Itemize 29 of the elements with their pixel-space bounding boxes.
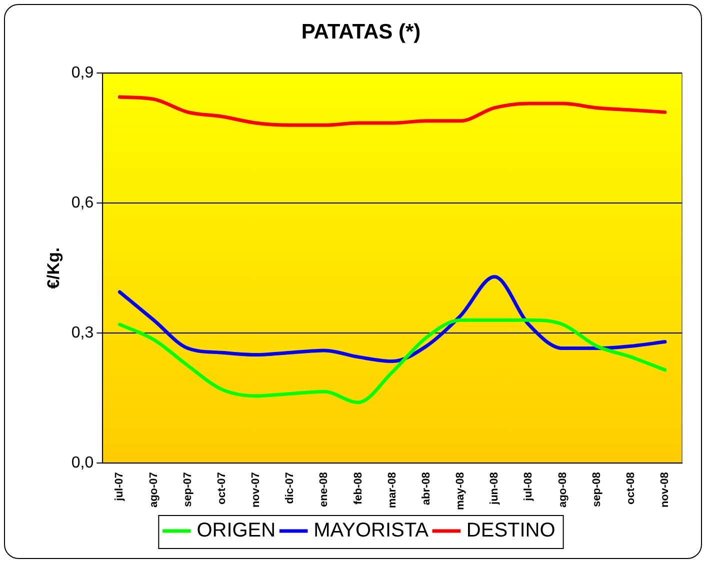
- x-tick-label: sep-07: [182, 472, 194, 507]
- x-tick-label: ene-08: [318, 472, 330, 507]
- x-tick-label: jul-08: [522, 472, 535, 502]
- x-tick-label: feb-08: [352, 472, 364, 504]
- y-tick-label: 0,0: [71, 454, 94, 472]
- x-tick-label: oct-08: [624, 472, 637, 504]
- x-tick-label: ago-08: [556, 472, 569, 508]
- x-tick-label: jun-08: [488, 472, 501, 506]
- x-tick-label: sep-08: [590, 472, 603, 507]
- x-tick-label: mar-08: [386, 472, 398, 508]
- x-tick-label: ago-07: [148, 472, 160, 508]
- x-tick-label: nov-07: [250, 472, 262, 508]
- y-tick-label: 0,3: [71, 324, 94, 342]
- x-tick-label: may-08: [454, 472, 467, 510]
- x-tick-label: oct-07: [216, 472, 228, 504]
- y-tick-label: 0,6: [71, 194, 94, 212]
- legend-label: ORIGEN: [196, 520, 276, 542]
- line-series: [118, 275, 667, 364]
- line-series: [118, 318, 667, 404]
- line-series: [118, 95, 667, 127]
- x-tick-label: abr-08: [420, 472, 432, 506]
- x-tick-label: dic-07: [284, 472, 296, 504]
- y-axis-title: €/Kg.: [44, 247, 63, 289]
- chart-title: PATATAS (*): [301, 20, 421, 44]
- y-tick-label: 0,9: [71, 64, 94, 82]
- legend-label: MAYORISTA: [314, 520, 430, 542]
- legend-label: DESTINO: [466, 520, 556, 542]
- x-tick-label: jul-07: [114, 472, 126, 502]
- x-tick-label: nov-08: [658, 472, 671, 508]
